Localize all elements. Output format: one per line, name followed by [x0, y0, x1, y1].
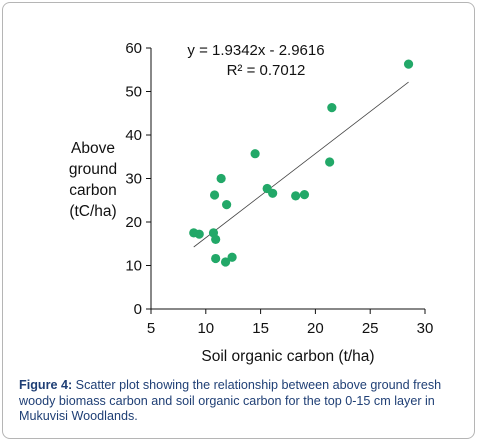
- data-point: [325, 157, 335, 167]
- data-point: [291, 191, 301, 201]
- y-tick-label: 40: [125, 127, 142, 144]
- y-axis-title-line: ground: [69, 161, 117, 178]
- figure-caption: Figure 4: Scatter plot showing the relat…: [19, 378, 471, 425]
- x-tick-label: 5: [147, 320, 155, 337]
- data-points: [189, 59, 414, 267]
- data-point: [222, 200, 232, 210]
- x-tick-label: 30: [417, 320, 434, 337]
- scatter-chart: Above ground carbon (tC/ha) 5 10 15 20 25 30 0 10 2…: [69, 40, 433, 365]
- y-axis-title: Above ground carbon (tC/ha): [69, 140, 117, 220]
- x-tick-label: 15: [252, 320, 269, 337]
- y-axis-title-line: carbon: [69, 182, 116, 199]
- caption-label: Figure 4:: [19, 378, 73, 392]
- x-axis-title: Soil organic carbon (t/ha): [201, 348, 374, 365]
- data-point: [327, 102, 337, 113]
- data-point: [250, 149, 260, 159]
- data-point: [268, 188, 278, 198]
- data-point: [216, 173, 226, 184]
- y-tick-label: 60: [125, 40, 142, 57]
- r-squared-label: R² = 0.7012: [227, 62, 306, 79]
- data-point: [299, 189, 310, 200]
- caption-text: Scatter plot showing the relationship be…: [19, 378, 442, 423]
- data-point: [227, 252, 237, 262]
- figure-frame: [2, 2, 475, 439]
- x-tick-label: 25: [362, 320, 379, 337]
- y-axis-title-line: (tC/ha): [69, 203, 116, 220]
- y-tick-label: 10: [125, 258, 142, 275]
- axis-ticks: 5 10 15 20 25 30 0 10 20 30 40 50 60: [125, 40, 433, 337]
- y-axis-title-line: Above: [71, 140, 115, 157]
- trendline-equation: y = 1.9342x - 2.9616: [187, 42, 324, 59]
- y-tick-label: 0: [134, 301, 142, 318]
- data-point: [403, 59, 414, 69]
- data-point: [194, 229, 204, 239]
- data-point: [220, 257, 231, 267]
- x-tick-label: 10: [197, 320, 214, 337]
- data-point: [211, 253, 221, 264]
- x-tick-label: 20: [307, 320, 324, 337]
- y-tick-label: 20: [125, 214, 142, 231]
- trendline: [193, 81, 409, 248]
- data-point: [211, 234, 221, 244]
- y-tick-label: 50: [125, 84, 142, 101]
- data-point: [209, 190, 220, 200]
- y-tick-label: 30: [125, 171, 142, 188]
